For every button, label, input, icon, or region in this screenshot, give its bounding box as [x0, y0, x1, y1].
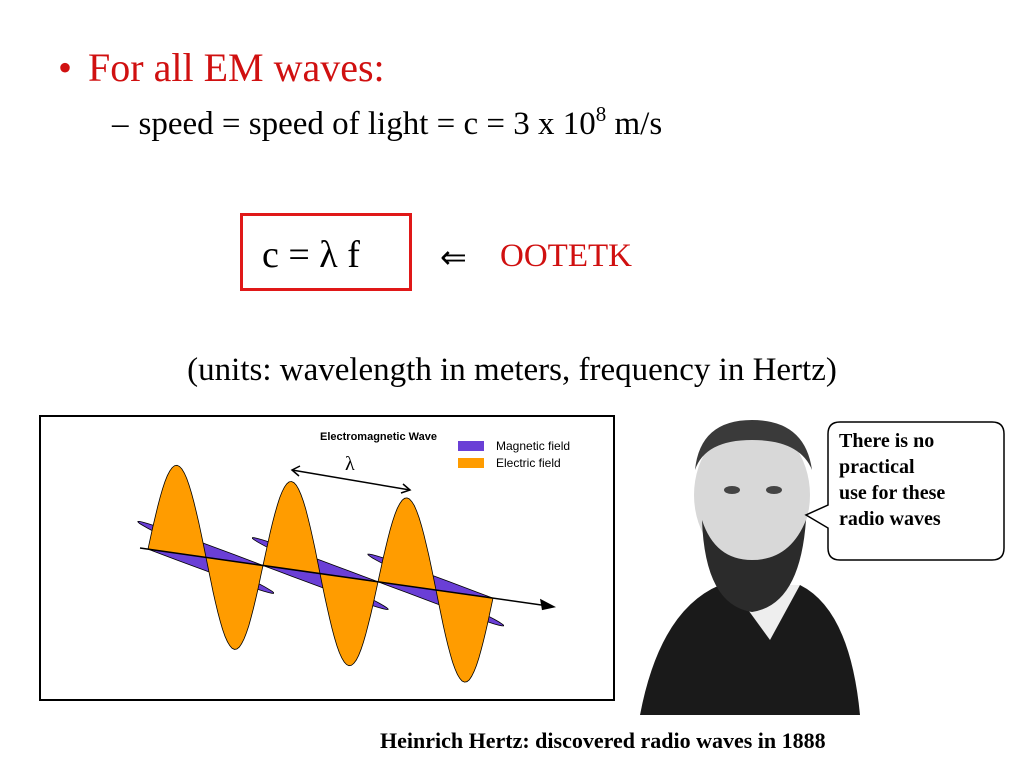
wave — [137, 464, 556, 683]
axis-arrowhead — [540, 598, 556, 611]
units-text: (units: wavelength in meters, frequency … — [187, 352, 837, 388]
formula-note: OOTETK — [500, 238, 632, 274]
formula: c = λ f — [262, 234, 360, 276]
caption: Heinrich Hertz: discovered radio waves i… — [380, 728, 826, 753]
unit: m/s — [614, 106, 663, 142]
bullet-text: For all EM waves: — [88, 45, 385, 90]
electric-lobe — [435, 589, 494, 683]
electric-lobe — [205, 556, 264, 650]
lambda-arrow — [290, 465, 412, 494]
diagram-frame — [39, 415, 615, 701]
propagation-axis — [139, 547, 553, 608]
arrow: ⇐ — [440, 239, 467, 275]
exponent: 8 — [595, 102, 607, 126]
sub-bullet-marker: – — [112, 106, 129, 142]
bubble-line: use for these — [839, 482, 946, 504]
legend-label: Magnetic field — [496, 439, 570, 453]
legend-swatch — [458, 458, 484, 468]
bubble-line: practical — [839, 456, 915, 478]
electric-lobe — [147, 464, 207, 558]
sub-bullet-text: speed = speed of light = c = 3 x 10 — [138, 106, 596, 142]
bubble-line: There is no — [839, 430, 935, 452]
bubble-line: radio waves — [839, 508, 941, 530]
formula-box — [240, 213, 412, 291]
portrait — [640, 420, 860, 715]
bubble-text: There is no practical use for these radio w… — [839, 428, 945, 532]
sub-bullet: – speed = speed of light = c = 3 x 108 m/… — [112, 104, 663, 143]
speech-bubble — [804, 421, 1005, 561]
electric-lobe — [319, 573, 379, 667]
electric-lobe — [377, 497, 437, 591]
electric-lobe — [262, 481, 321, 575]
lambda-label: λ — [345, 453, 355, 475]
bullet-marker: • — [58, 45, 73, 90]
legend-label: Electric field — [496, 456, 561, 470]
legend-swatch — [458, 441, 484, 451]
diagram-title: Electromagnetic Wave — [320, 431, 437, 443]
bullet: • For all EM waves: — [58, 44, 385, 91]
